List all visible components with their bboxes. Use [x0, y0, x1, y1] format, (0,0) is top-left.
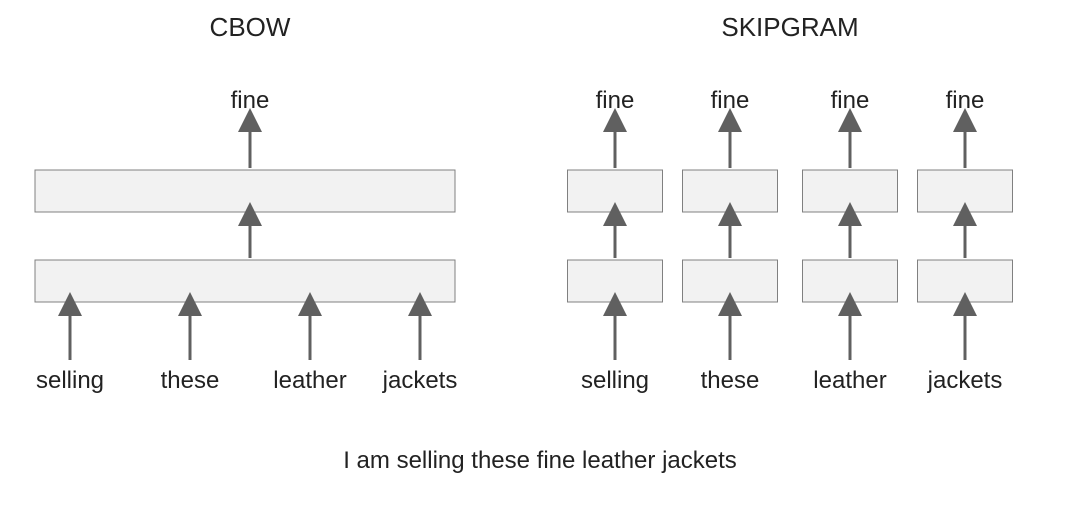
skipgram-bottom-box-0	[568, 260, 663, 302]
caption: I am selling these fine leather jackets	[343, 447, 737, 474]
skipgram-top-box-2	[803, 170, 898, 212]
skipgram-output-label-1: fine	[711, 87, 750, 114]
skipgram-output-label-0: fine	[596, 87, 635, 114]
skipgram-output-label-3: fine	[946, 87, 985, 114]
skipgram-bottom-box-3	[918, 260, 1013, 302]
skipgram-title: SKIPGRAM	[721, 12, 858, 42]
cbow-top-box	[35, 170, 455, 212]
cbow-output-label: fine	[231, 87, 270, 114]
skipgram-bottom-box-2	[803, 260, 898, 302]
cbow-input-label-2: leather	[273, 367, 346, 394]
skipgram-output-label-2: fine	[831, 87, 870, 114]
cbow-title: CBOW	[210, 12, 291, 42]
cbow-input-label-3: jackets	[382, 367, 458, 394]
skipgram-input-label-0: selling	[581, 367, 649, 394]
diagram-canvas: CBOW fine selling these leather jackets SKIPGR…	[0, 0, 1080, 510]
skipgram-top-box-3	[918, 170, 1013, 212]
skipgram-input-label-3: jackets	[927, 367, 1003, 394]
cbow-input-label-0: selling	[36, 367, 104, 394]
skipgram-input-label-1: these	[701, 367, 760, 394]
skipgram-bottom-box-1	[683, 260, 778, 302]
skipgram-top-box-1	[683, 170, 778, 212]
cbow-input-label-1: these	[161, 367, 220, 394]
skipgram-input-label-2: leather	[813, 367, 886, 394]
cbow-bottom-box	[35, 260, 455, 302]
skipgram-top-box-0	[568, 170, 663, 212]
